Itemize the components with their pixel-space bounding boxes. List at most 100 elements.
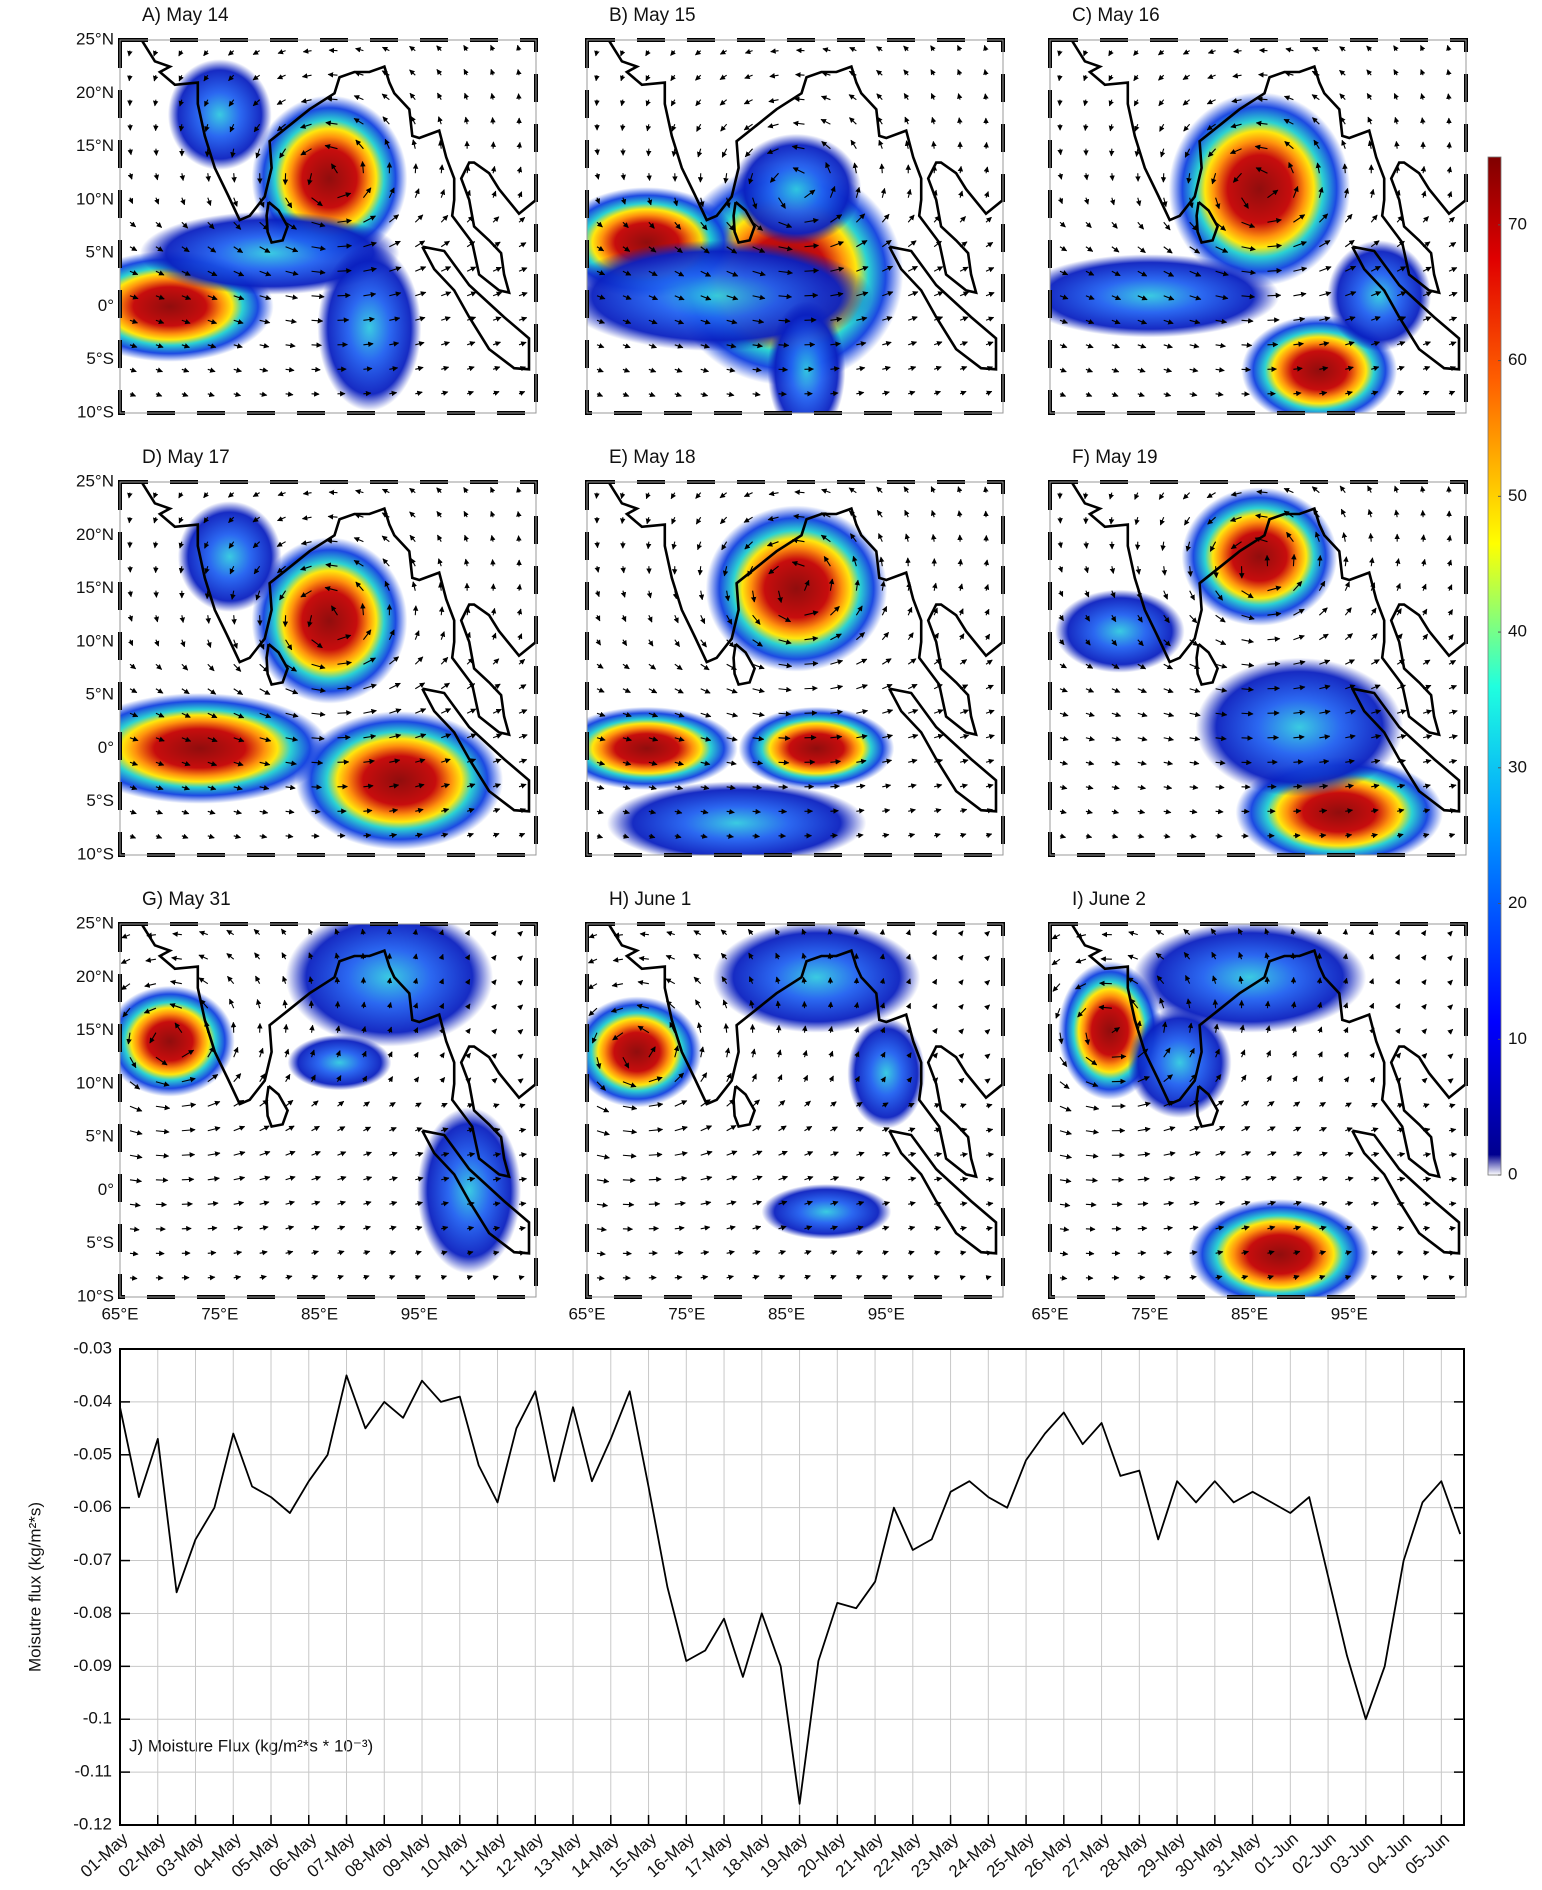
wind-vector	[594, 197, 601, 205]
wind-vector	[821, 71, 831, 77]
coastline	[1195, 201, 1220, 244]
wind-vector	[228, 99, 235, 107]
lat-label: 0°	[98, 296, 114, 315]
wind-vector	[645, 148, 652, 157]
lon-label: 65°E	[1031, 1304, 1068, 1323]
wind-vector	[959, 241, 968, 248]
wind-vector	[1108, 124, 1115, 132]
wind-vector	[389, 390, 398, 397]
wind-vector	[804, 292, 819, 299]
wind-vector	[1059, 391, 1067, 397]
wind-vector	[670, 99, 677, 107]
wind-vector	[1342, 163, 1348, 174]
wind-vector	[1207, 73, 1216, 80]
wind-vector	[849, 117, 857, 125]
wind-vector	[596, 245, 605, 252]
map-panel: E) May 18	[585, 447, 1005, 857]
lon-label: 95°E	[868, 1304, 905, 1323]
wind-vector	[204, 99, 210, 107]
wind-vector	[180, 197, 186, 206]
wind-vector	[181, 294, 192, 300]
wind-vector	[181, 343, 190, 349]
wind-vector	[957, 117, 963, 125]
wind-vector	[719, 99, 728, 106]
wind-vector	[1182, 74, 1190, 80]
wind-vector	[880, 187, 887, 198]
wind-vector	[1293, 783, 1303, 790]
wind-vector	[674, 391, 682, 398]
wind-vector	[1230, 123, 1242, 129]
wind-vector	[412, 605, 419, 616]
wind-vector	[360, 161, 366, 174]
wind-vector	[852, 162, 859, 174]
wind-vector	[820, 95, 831, 101]
wind-vector	[181, 221, 189, 229]
wind-vector	[203, 50, 209, 57]
colorbar-tick-label: 70	[1508, 214, 1527, 233]
wind-vector	[830, 316, 843, 323]
wind-vector	[207, 295, 218, 301]
wind-vector	[848, 70, 857, 77]
wind-vector	[518, 366, 526, 372]
wind-vector	[596, 391, 604, 397]
wind-vector	[1163, 246, 1173, 254]
wind-vector	[388, 187, 395, 198]
wind-vector	[670, 49, 676, 56]
wind-vector	[1233, 48, 1242, 54]
wind-vector	[594, 50, 600, 57]
wind-vector	[1215, 808, 1224, 815]
wind-vector	[311, 221, 326, 228]
wind-vector	[726, 343, 737, 349]
wind-vector	[207, 246, 217, 253]
wind-vector	[129, 270, 139, 276]
wind-vector	[155, 343, 164, 349]
wind-vector	[1293, 366, 1303, 372]
wind-vector	[129, 367, 137, 373]
wind-vector	[1345, 291, 1357, 297]
wind-vector	[744, 148, 754, 158]
wind-vector	[466, 390, 474, 396]
lon-label: 65°E	[568, 1304, 605, 1323]
wind-vector	[769, 73, 779, 79]
wind-vector	[594, 75, 600, 82]
wind-vector	[1189, 221, 1198, 231]
wind-vector	[518, 390, 526, 396]
wind-vector	[354, 71, 364, 77]
wind-vector	[178, 99, 184, 107]
wind-vector	[674, 295, 685, 301]
wind-vector	[206, 197, 212, 207]
panel-title: F) May 19	[1072, 447, 1158, 468]
wind-vector	[1241, 735, 1253, 741]
wind-vector	[129, 245, 138, 252]
wind-vector	[752, 833, 761, 839]
wind-vector	[363, 291, 377, 298]
wind-vector	[1083, 74, 1089, 82]
wind-vector	[821, 141, 831, 150]
wind-vector	[959, 291, 970, 297]
wind-vector	[1163, 391, 1172, 398]
wind-vector	[233, 367, 242, 373]
wind-vector	[518, 341, 527, 347]
wind-vector	[1137, 319, 1148, 325]
lat-label: 25°N	[76, 29, 114, 48]
wind-vector	[957, 44, 963, 52]
wind-vector	[1311, 70, 1320, 77]
wind-vector	[1111, 246, 1120, 253]
wind-vector	[259, 294, 272, 301]
wind-vector	[1284, 71, 1294, 77]
wind-vector	[490, 559, 496, 567]
wind-vector	[414, 188, 420, 198]
wind-vector	[1111, 319, 1121, 325]
wind-vector	[311, 317, 324, 324]
coastline	[1070, 40, 1466, 295]
wind-vector	[337, 218, 352, 224]
wind-vector	[233, 295, 245, 301]
wind-vector	[1342, 928, 1349, 935]
wind-vector	[622, 270, 632, 276]
wind-vector	[695, 74, 702, 81]
wind-vector	[985, 390, 993, 396]
wind-vector	[744, 73, 753, 80]
panel-title: B) May 15	[609, 5, 696, 26]
wind-vector	[856, 365, 866, 372]
wind-vector	[1189, 367, 1199, 373]
